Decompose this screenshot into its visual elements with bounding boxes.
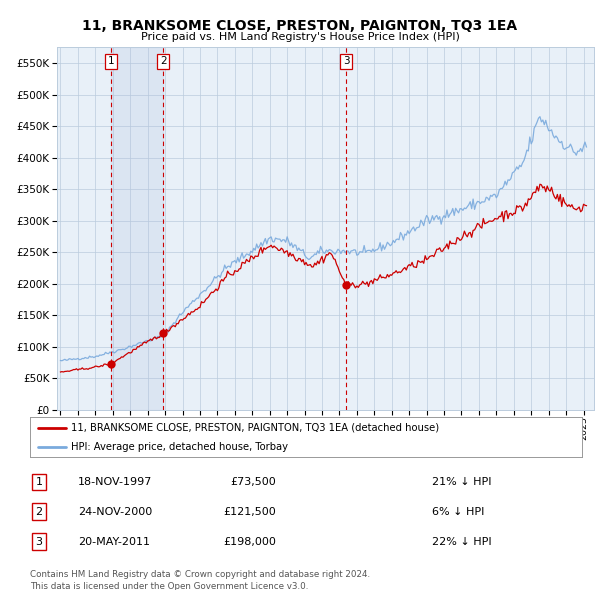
Text: 24-NOV-2000: 24-NOV-2000 [78,507,152,516]
Text: Price paid vs. HM Land Registry's House Price Index (HPI): Price paid vs. HM Land Registry's House … [140,32,460,42]
Text: £198,000: £198,000 [223,537,276,546]
Text: 3: 3 [343,56,349,66]
Text: 11, BRANKSOME CLOSE, PRESTON, PAIGNTON, TQ3 1EA: 11, BRANKSOME CLOSE, PRESTON, PAIGNTON, … [82,19,518,34]
Text: £121,500: £121,500 [223,507,276,516]
Text: 1: 1 [35,477,43,487]
Text: 22% ↓ HPI: 22% ↓ HPI [432,537,491,546]
Text: 18-NOV-1997: 18-NOV-1997 [78,477,152,487]
Bar [111,47,163,410]
Text: HPI: Average price, detached house, Torbay: HPI: Average price, detached house, Torb… [71,442,289,452]
Text: 2: 2 [160,56,167,66]
Text: 11, BRANKSOME CLOSE, PRESTON, PAIGNTON, TQ3 1EA (detached house): 11, BRANKSOME CLOSE, PRESTON, PAIGNTON, … [71,423,440,433]
Text: 1: 1 [107,56,114,66]
Text: Contains HM Land Registry data © Crown copyright and database right 2024.
This d: Contains HM Land Registry data © Crown c… [30,570,370,590]
Text: 3: 3 [35,537,43,546]
Text: 6% ↓ HPI: 6% ↓ HPI [432,507,484,516]
Text: £73,500: £73,500 [230,477,276,487]
Text: 21% ↓ HPI: 21% ↓ HPI [432,477,491,487]
Text: 2: 2 [35,507,43,516]
Text: 20-MAY-2011: 20-MAY-2011 [78,537,150,546]
